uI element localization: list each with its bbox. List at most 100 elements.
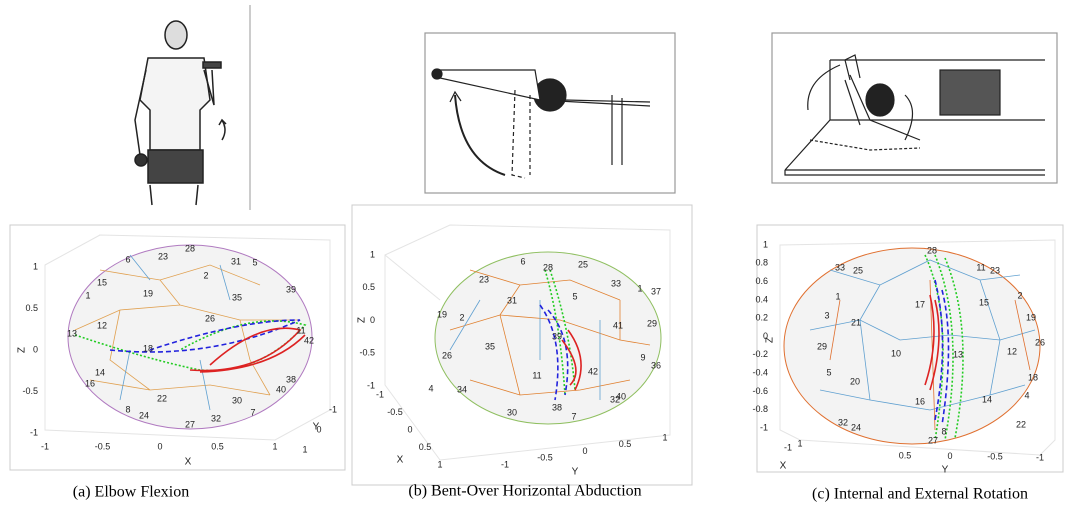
caption: (b) Bent-Over Horizontal Abduction	[408, 483, 641, 500]
z-tick-label: 1	[763, 239, 768, 249]
y-tick-label: -1	[501, 459, 509, 469]
face-label: 1	[637, 283, 642, 293]
z-tick-label: -0.2	[752, 349, 768, 359]
face-label: 9	[640, 352, 645, 362]
face-label: 32	[211, 413, 221, 423]
y-axis-label: Y	[313, 422, 320, 433]
face-label: 18	[1028, 372, 1038, 382]
x-tick-label: -1	[784, 442, 792, 452]
illustration-c	[772, 33, 1057, 183]
z-axis-label: Z	[357, 317, 368, 323]
face-label: 29	[647, 318, 657, 328]
x-axis-label: X	[397, 455, 404, 466]
face-label: 14	[95, 367, 105, 377]
y-tick-label: 1	[662, 432, 667, 442]
face-label: 5	[826, 367, 831, 377]
z-tick-label: 0.2	[755, 313, 768, 323]
face-label: 37	[651, 286, 661, 296]
caption: (c) Internal and External Rotation	[812, 486, 1028, 503]
face-label: 35	[232, 292, 242, 302]
y-tick-label: -1	[1036, 452, 1044, 462]
figure: (a) Elbow Flexion (b) Bent-Over Horizont…	[0, 0, 1073, 508]
face-label: 17	[915, 299, 925, 309]
z-tick-label: 0.4	[755, 294, 768, 304]
z-tick-label: 0	[370, 315, 375, 325]
face-label: 31	[507, 295, 517, 305]
z-tick-label: -1	[30, 427, 38, 437]
z-tick-label: 0.5	[362, 282, 375, 292]
face-label: 16	[915, 396, 925, 406]
face-label: 26	[205, 313, 215, 323]
x-tick-label: 0.5	[211, 441, 224, 451]
y-tick-label: -1	[329, 404, 337, 414]
z-tick-label: -1	[367, 380, 375, 390]
face-label: 27	[185, 419, 195, 429]
face-label: 13	[953, 349, 963, 359]
face-label: 33	[611, 278, 621, 288]
face-label: 2	[459, 312, 464, 322]
face-label: 6	[520, 256, 525, 266]
x-tick-label: -1	[41, 441, 49, 451]
face-label: 28	[543, 262, 553, 272]
x-tick-label: 0	[407, 424, 412, 434]
face-label: 42	[588, 366, 598, 376]
z-tick-label: 0.8	[755, 258, 768, 268]
face-label: 25	[578, 259, 588, 269]
z-tick-label: -1	[760, 422, 768, 432]
face-label: 4	[428, 383, 433, 393]
face-label: 32	[610, 394, 620, 404]
face-label: 22	[1016, 419, 1026, 429]
face-label: 12	[1007, 346, 1017, 356]
x-tick-label: -0.5	[95, 441, 111, 451]
face-label: 4	[1024, 390, 1029, 400]
x-axis-label: X	[780, 461, 787, 472]
y-tick-label: 0	[582, 446, 587, 456]
face-label: 18	[143, 343, 153, 353]
face-label: 11	[296, 325, 305, 335]
z-tick-label: -0.5	[359, 348, 375, 358]
z-axis-label: Z	[17, 347, 28, 353]
face-label: 21	[851, 317, 861, 327]
face-label: 19	[1026, 312, 1036, 322]
face-label: 23	[158, 251, 168, 261]
y-axis-label: Y	[572, 467, 579, 478]
illustration-b	[425, 33, 675, 193]
face-label: 11	[976, 262, 985, 272]
y-tick-label: -0.5	[537, 453, 553, 463]
z-tick-label: 0.6	[755, 276, 768, 286]
face-label: 1	[85, 290, 90, 300]
face-label: 19	[143, 288, 153, 298]
face-label: 20	[850, 376, 860, 386]
face-label: 15	[979, 297, 989, 307]
face-label: 8	[125, 404, 130, 414]
face-label: 26	[1035, 337, 1045, 347]
x-axis-label: X	[185, 457, 192, 468]
face-label: 26	[442, 350, 452, 360]
z-axis-label: Z	[765, 337, 776, 343]
face-label: 5	[252, 257, 257, 267]
x-tick-label: -0.5	[387, 407, 403, 417]
face-label: 2	[203, 270, 208, 280]
z-tick-label: 1	[33, 261, 38, 271]
face-label: 24	[139, 410, 149, 420]
face-label: 2	[1017, 290, 1022, 300]
face-label: 30	[232, 395, 242, 405]
z-tick-label: -0.4	[752, 367, 768, 377]
face-label: 23	[479, 274, 489, 284]
face-label: 32	[838, 417, 848, 427]
face-label: 19	[437, 309, 447, 319]
face-label: 12	[97, 320, 107, 330]
face-label: 35	[485, 341, 495, 351]
face-label: 29	[817, 341, 827, 351]
face-label: 25	[853, 265, 863, 275]
z-tick-label: -0.6	[752, 386, 768, 396]
face-label: 23	[990, 265, 1000, 275]
face-label: 7	[250, 407, 255, 417]
face-label: 30	[507, 407, 517, 417]
face-label: 41	[613, 320, 623, 330]
z-tick-label: 0	[33, 344, 38, 354]
x-tick-label: 1	[272, 441, 277, 451]
face-label: 7	[571, 411, 576, 421]
face-label: 8	[941, 426, 946, 436]
face-label: 36	[651, 360, 661, 370]
